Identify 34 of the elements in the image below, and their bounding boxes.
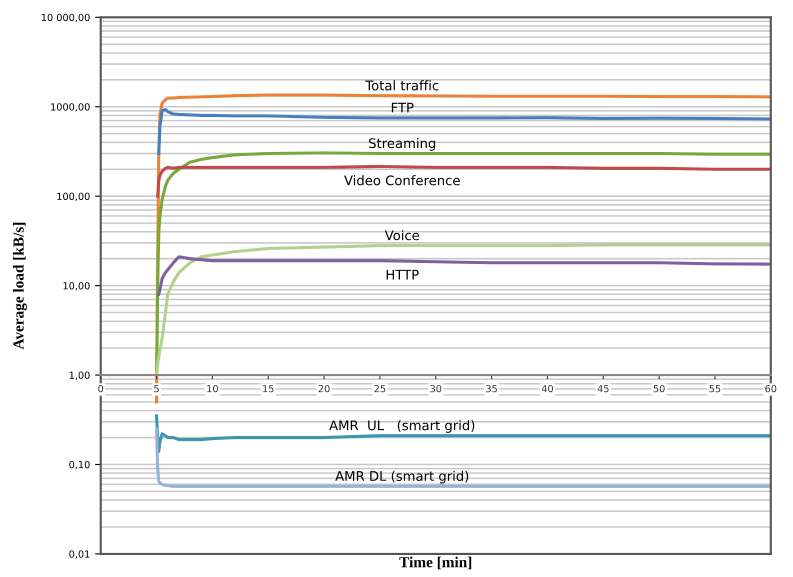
x-tick-label: 50 [654,384,665,392]
x-tick-label: 35 [486,384,497,392]
series-label: Video Conference [344,175,460,186]
x-tick-label: 0 [98,384,104,392]
x-tick-label: 45 [598,385,609,392]
series-label: AMR DL (smart grid) [335,470,468,484]
series-label: Voice [384,230,420,240]
line-series [155,414,771,453]
y-tick-label: 0,01 [69,550,90,559]
x-tick-label: 25 [374,384,386,392]
x-tick-label: 20 [318,384,330,392]
x-tick-label: 15 [263,385,274,392]
series-label: AMR UL (smart grid) [329,420,474,433]
y-tick-label: 1000,00 [51,103,90,112]
y-tick-label: 10 000,00 [42,14,90,22]
y-tick-label: 100,00 [57,192,90,202]
x-tick-label: 5 [154,385,159,392]
y-tick-label: 1,00 [70,372,90,380]
series-label: Streaming [369,138,436,151]
x-tick-label: 30 [430,384,442,392]
series-label: FTP [392,102,414,112]
x-tick-label: 60 [765,384,776,392]
y-tick-label: 10,00 [64,282,90,290]
line-series [157,255,771,296]
y-tick-label: 0,10 [69,460,90,470]
x-tick-label: 55 [710,385,720,392]
series-label: Total traffic [365,80,438,90]
x-tick-label: 40 [542,384,553,392]
line-series [156,164,771,198]
x-axis-title: Time [min] [399,556,472,570]
series-label: HTTP [386,270,419,280]
line-series [155,243,771,377]
y-axis-title: Average load [kB/s] [12,222,27,350]
x-tick-label: 10 [207,384,218,392]
